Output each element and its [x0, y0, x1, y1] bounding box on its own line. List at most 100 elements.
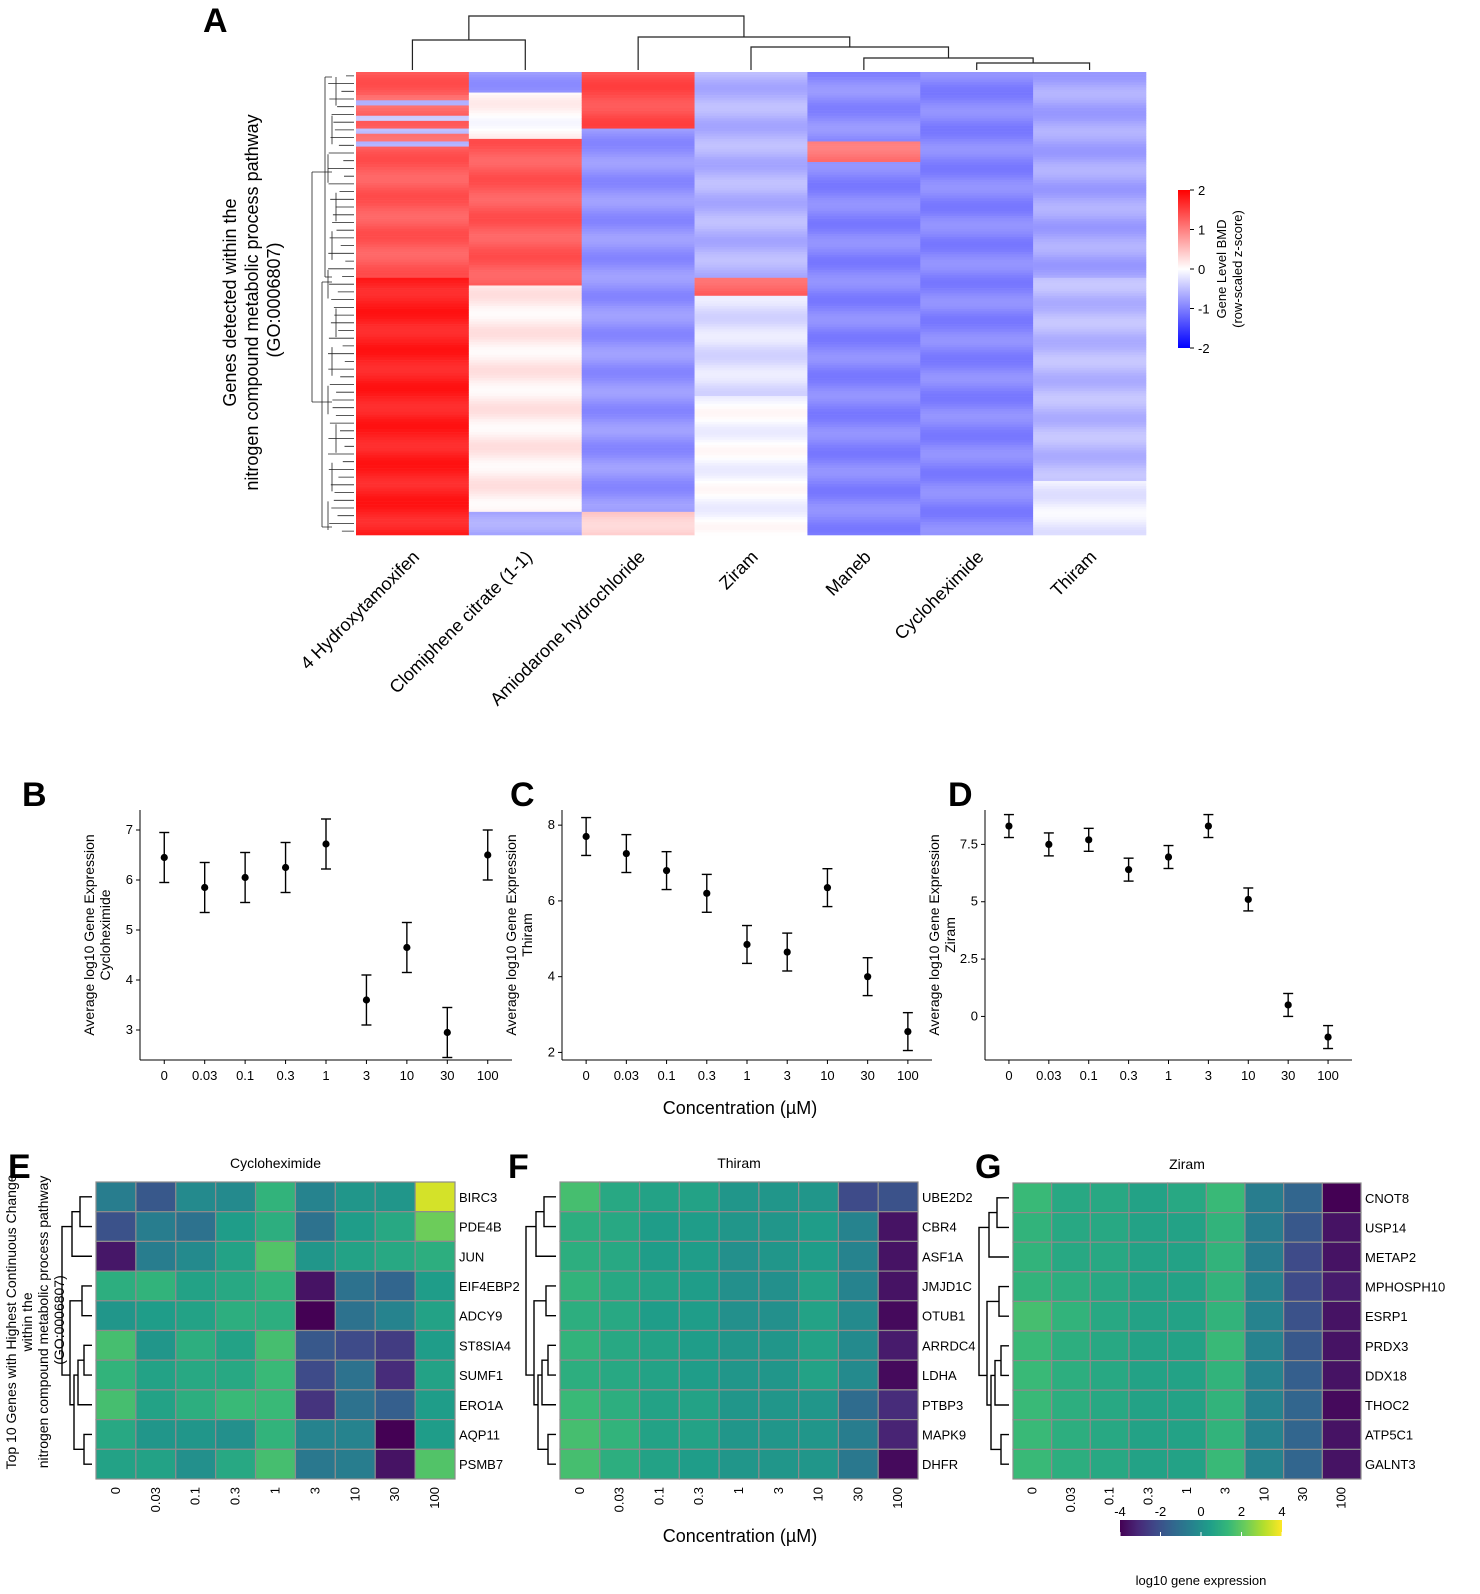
heatmap-a-cell [581, 432, 695, 435]
heatmap-a-cell [468, 347, 583, 351]
heatmap-a-cell [468, 92, 583, 96]
heatmap-a-cell [694, 298, 808, 302]
heatmap-a-cell [694, 303, 808, 307]
heatmap-e-cell [254, 1418, 297, 1450]
heatmap-e-cell [215, 1270, 257, 1302]
heatmap-a-cell [468, 313, 583, 317]
heatmap-a-cell [920, 357, 1034, 361]
heatmap-a-cell [920, 303, 1034, 307]
heatmap-e-cell [374, 1418, 416, 1450]
heatmap-a-cell [920, 156, 1034, 160]
heatmap-e-cell [414, 1240, 456, 1272]
heatmap-a-cell [581, 288, 695, 291]
heatmap-g-cell [1283, 1241, 1323, 1273]
heatmap-a-cell [468, 303, 583, 307]
heatmap-f-cell [559, 1359, 601, 1391]
heatmap-f-cell [718, 1359, 760, 1391]
heatmap-g-cell [1244, 1271, 1285, 1303]
heatmap-a-cell [1033, 383, 1147, 387]
heatmap-a-cell [1033, 144, 1147, 147]
heatmap-a-cell [468, 393, 583, 397]
heatmap-a-cell [356, 334, 470, 338]
scatter-b-point [403, 943, 411, 952]
heatmap-a-cell [468, 149, 583, 153]
heatmap-a-cell [468, 357, 583, 361]
heatmap-a-cell [468, 362, 583, 366]
heatmap-a-cell [468, 444, 583, 448]
heatmap-a-cell [920, 298, 1034, 302]
heatmap-a-cell [1033, 311, 1147, 315]
heatmap-a-cell [468, 177, 583, 181]
heatmap-a-cell [468, 244, 583, 248]
heatmap-e-row-label: SUMF1 [459, 1368, 503, 1383]
heatmap-a-cell [581, 213, 695, 217]
heatmap-a-cell [1033, 375, 1147, 379]
heatmap-e-cell [175, 1418, 217, 1450]
scatter-c-ytick-label: 4 [548, 969, 555, 984]
heatmap-g-cell [1283, 1419, 1323, 1451]
heatmap-a-cell [468, 105, 583, 109]
heatmap-a-cell [694, 437, 808, 441]
heatmap-a-cell [356, 365, 470, 369]
column-dendrogram-link [411, 39, 526, 70]
heatmap-a-cell [807, 300, 921, 304]
heatmap-a-cell [920, 270, 1034, 273]
heatmap-e-cell [334, 1270, 376, 1302]
heatmap-a-cell [694, 514, 808, 518]
heatmap-a-cell [1033, 79, 1147, 83]
heatmap-a-cell [356, 120, 470, 124]
heatmap-a-cell [1033, 342, 1147, 345]
heatmap-a-cell [1033, 414, 1147, 417]
heatmap-a-cell [581, 151, 695, 155]
heatmap-a-cell [581, 437, 695, 441]
scatter-c-ylabel-line: Average log10 Gene Expression [503, 834, 519, 1035]
heatmap-a-cell [694, 141, 808, 145]
heatmap-a-cell [1033, 396, 1147, 399]
heatmap-a-cell [356, 195, 470, 199]
heatmap-a-cell [920, 516, 1034, 520]
heatmap-a-cell [807, 267, 921, 271]
heatmap-a-cell [468, 522, 583, 526]
heatmap-a-cell [1033, 429, 1147, 433]
scatter-d-point [1324, 1033, 1332, 1041]
heatmap-a-cell [920, 167, 1034, 171]
heatmap-a-cell [1033, 321, 1147, 325]
heatmap-a-cell [694, 105, 808, 109]
heatmap-a-cell [356, 385, 470, 389]
heatmap-a-cell [1033, 324, 1147, 327]
heatmap-a-cell [807, 439, 921, 443]
heatmap-a-cell [920, 264, 1034, 268]
heatmap-a-cell [807, 74, 921, 78]
heatmap-a-cell [468, 473, 583, 477]
heatmap-a-cell [356, 177, 470, 181]
heatmap-a-cell [468, 516, 583, 520]
heatmap-a-cell [694, 388, 808, 392]
heatmap-a-cell [920, 406, 1034, 410]
heatmap-f-cell [638, 1329, 680, 1361]
heatmap-a-cell [468, 462, 583, 466]
heatmap-a-cell [356, 270, 470, 273]
heatmap-a-cell [581, 385, 695, 389]
heatmap-e-cell [334, 1448, 376, 1480]
heatmap-a-cell [920, 133, 1034, 137]
heatmap-a-cell [356, 336, 470, 340]
heatmap-a-cell [694, 108, 808, 111]
heatmap-a-cell [920, 246, 1034, 250]
heatmap-a-cell [807, 174, 921, 178]
heatmap-a-cell [1033, 239, 1147, 243]
heatmap-a-cell [468, 408, 583, 412]
colorbar-a-tick-label: -1 [1198, 302, 1210, 317]
heatmap-a-cell [468, 514, 583, 518]
heatmap-a-cell [807, 483, 921, 487]
heatmap-a-cell [694, 74, 808, 78]
heatmap-e-column-label: 1 [268, 1487, 283, 1494]
heatmap-a-cell [807, 146, 921, 150]
heatmap-a-cell [581, 336, 695, 340]
heatmap-a-cell [468, 146, 583, 150]
heatmap-a-cell [356, 95, 470, 99]
heatmap-a-cell [356, 406, 470, 410]
heatmap-e-cell [414, 1270, 456, 1302]
heatmap-e-cell [215, 1181, 257, 1213]
heatmap-e-cell [254, 1300, 297, 1332]
heatmap-a-cell [920, 367, 1034, 371]
